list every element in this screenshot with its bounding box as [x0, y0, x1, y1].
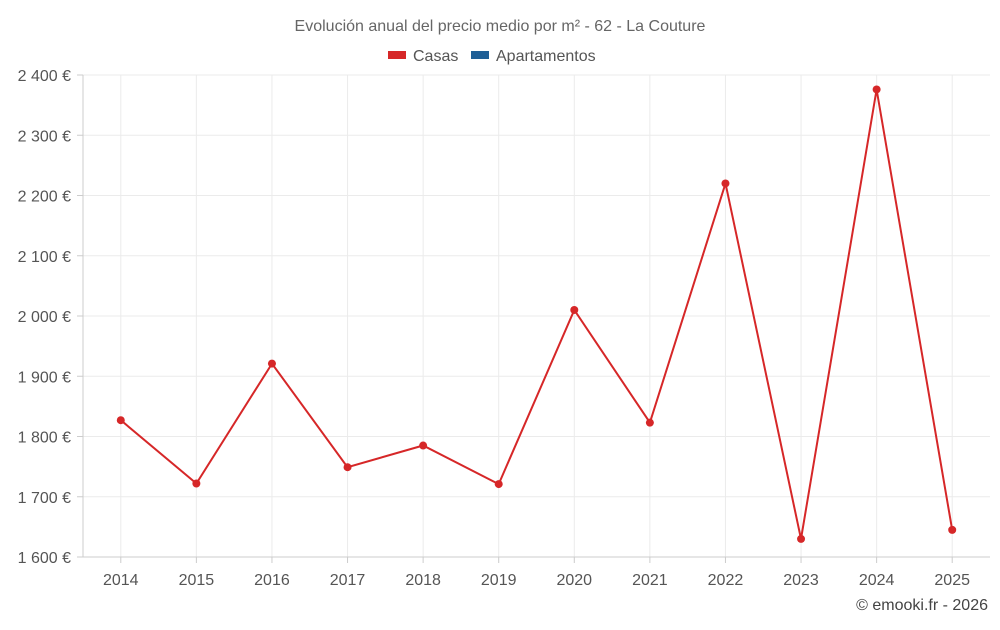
x-tick-label: 2024	[859, 572, 895, 589]
data-point[interactable]	[192, 479, 201, 488]
data-point[interactable]	[494, 480, 503, 489]
x-tick-label: 2023	[783, 572, 819, 589]
series-line-casas	[120, 89, 954, 540]
grid	[83, 74, 990, 557]
x-tick-label: 2020	[556, 572, 592, 589]
y-tick-label: 1 800 €	[18, 430, 71, 447]
data-point[interactable]	[872, 85, 881, 94]
x-tick-label: 2025	[934, 572, 970, 589]
x-tick-label: 2016	[254, 572, 290, 589]
y-tick-label: 2 000 €	[18, 309, 71, 326]
data-point[interactable]	[797, 534, 806, 543]
legend-label-casas: Casas	[413, 48, 458, 65]
series-casas	[116, 85, 957, 543]
data-point[interactable]	[645, 418, 654, 427]
data-point[interactable]	[419, 441, 428, 450]
data-point[interactable]	[116, 416, 125, 425]
x-axis-ticks: 2014 2015 2016 2017 2018 2019 2020 2021 2022 2023…	[103, 557, 970, 589]
y-tick-label: 1 600 €	[18, 550, 71, 567]
chart-title: Evolución anual del precio medio por m² …	[295, 18, 706, 35]
credit-text: © emooki.fr - 2026	[856, 597, 988, 614]
y-tick-label: 2 100 €	[18, 249, 71, 266]
x-tick-label: 2015	[179, 572, 215, 589]
data-point[interactable]	[343, 463, 352, 472]
y-axis-ticks: 1 600 € 1 700 € 1 800 € 1 900 € 2 000 € 2 100…	[18, 68, 83, 567]
y-tick-label: 1 900 €	[18, 369, 71, 386]
y-tick-label: 2 400 €	[18, 68, 71, 85]
x-tick-label: 2014	[103, 572, 139, 589]
y-tick-label: 2 300 €	[18, 128, 71, 145]
data-point[interactable]	[721, 179, 730, 188]
y-tick-label: 2 200 €	[18, 189, 71, 206]
x-tick-label: 2021	[632, 572, 668, 589]
data-point[interactable]	[570, 305, 579, 314]
data-point[interactable]	[948, 525, 957, 534]
y-tick-label: 1 700 €	[18, 490, 71, 507]
legend: Casas Apartamentos	[388, 48, 596, 65]
legend-item-apartamentos[interactable]: Apartamentos	[471, 48, 596, 65]
x-tick-label: 2017	[330, 572, 366, 589]
data-point[interactable]	[267, 359, 276, 368]
x-tick-label: 2018	[405, 572, 441, 589]
legend-swatch-casas	[388, 51, 406, 59]
x-tick-label: 2022	[708, 572, 744, 589]
x-tick-label: 2019	[481, 572, 517, 589]
legend-label-apartamentos: Apartamentos	[496, 48, 596, 65]
legend-item-casas[interactable]: Casas	[388, 48, 458, 65]
legend-swatch-apartamentos	[471, 51, 489, 59]
